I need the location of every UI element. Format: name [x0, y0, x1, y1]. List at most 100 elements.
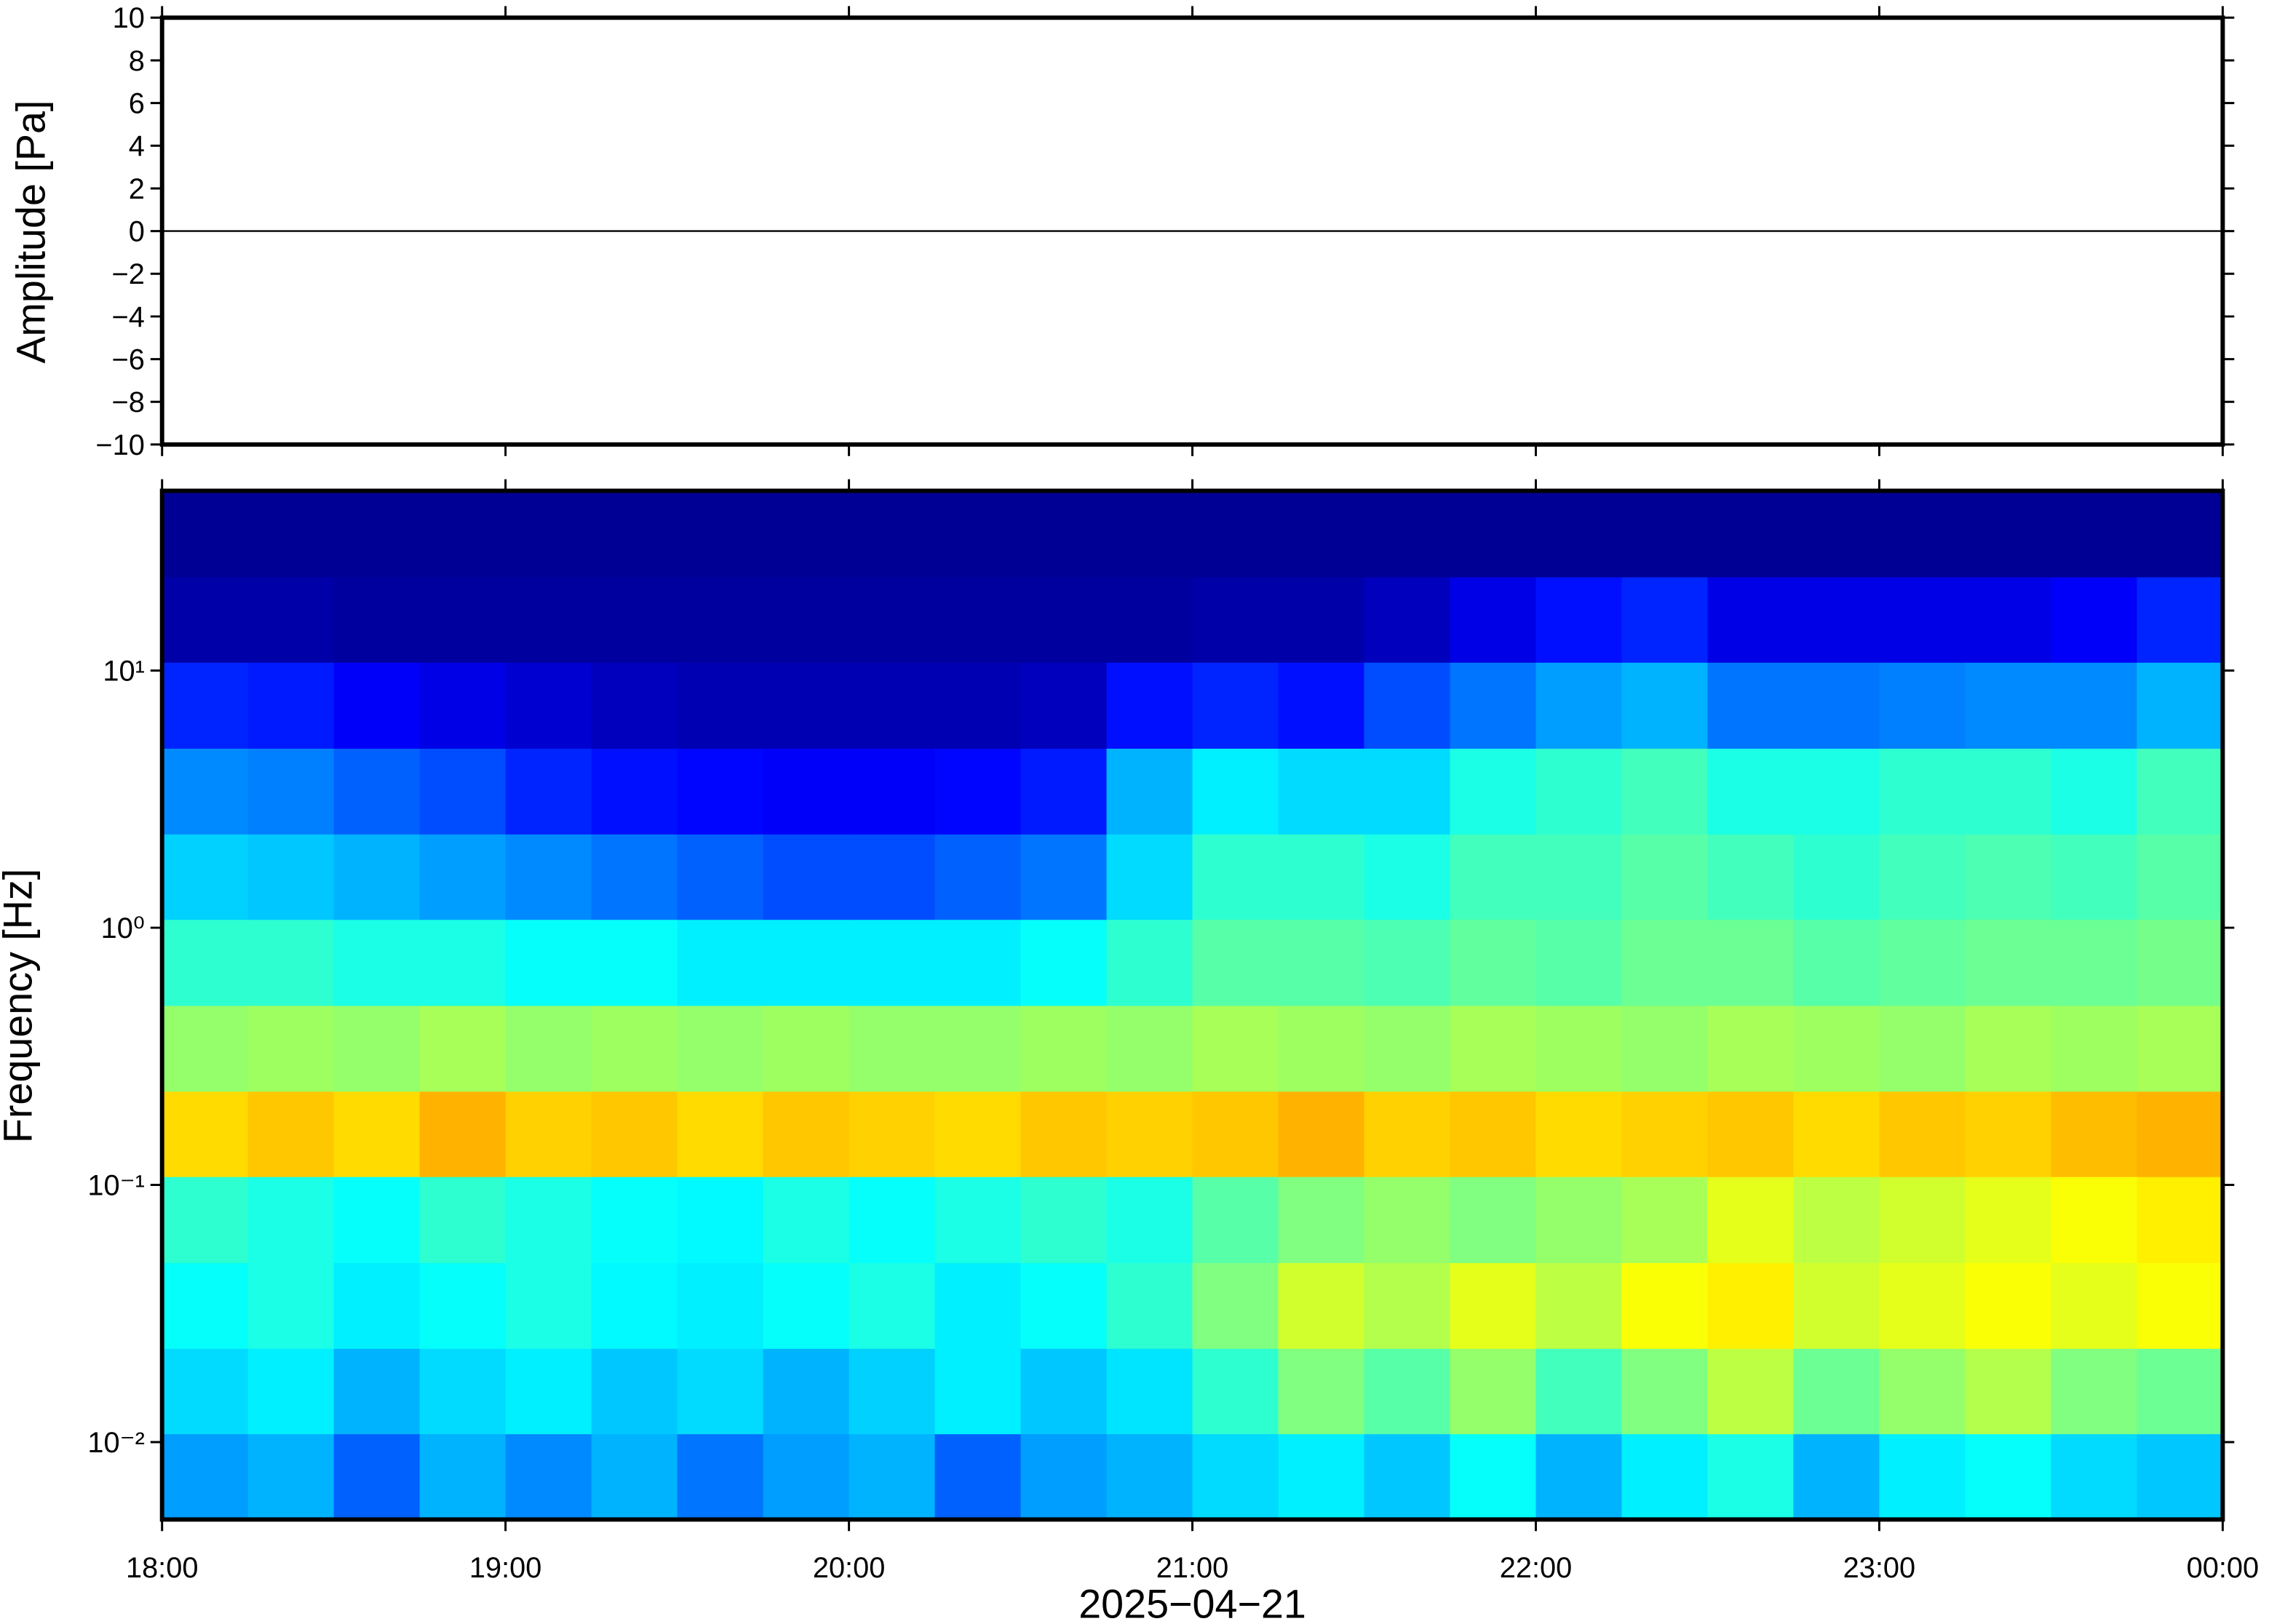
spectrogram-cell	[2051, 1348, 2138, 1435]
y-tick-label: 0	[129, 216, 145, 248]
spectrogram-cell	[162, 1176, 249, 1263]
y-tick-label: 8	[129, 45, 145, 77]
spectrogram-cell	[1192, 490, 1279, 578]
spectrogram-cell	[1106, 1176, 1193, 1263]
spectrogram-cell	[505, 1176, 592, 1263]
y-tick-label: 4	[129, 130, 145, 162]
spectrogram-cell	[2051, 1091, 2138, 1177]
spectrogram-cell	[1020, 833, 1108, 920]
spectrogram-cell	[505, 1091, 592, 1177]
spectrogram-cell	[1965, 1091, 2052, 1177]
spectrogram-cell	[2137, 833, 2224, 920]
spectrogram-cell	[333, 833, 421, 920]
spectrogram-cell	[1450, 1176, 1537, 1263]
spectrogram-cell	[763, 833, 850, 920]
y-tick-label: 10⁻¹	[87, 1169, 144, 1201]
spectrogram-cell	[333, 1348, 421, 1435]
spectrogram-cell	[677, 1005, 764, 1092]
spectrogram-cell	[333, 1005, 421, 1092]
spectrogram-cell	[162, 490, 249, 578]
spectrogram-cell	[1278, 661, 1365, 749]
spectrogram-cell	[1278, 1433, 1365, 1521]
y-tick-label: −6	[112, 344, 145, 376]
x-tick-label: 21:00	[1156, 1552, 1229, 1584]
spectrogram-cell	[934, 1176, 1022, 1263]
spectrogram-cell	[1020, 1091, 1108, 1177]
spectrogram-cell	[162, 748, 249, 835]
spectrogram-cell	[1879, 576, 1966, 663]
spectrogram-cell	[763, 490, 850, 578]
spectrogram-cell	[419, 576, 506, 663]
spectrogram-cell	[1793, 490, 1880, 578]
spectrogram-cell	[2137, 919, 2224, 1006]
spectrogram-cell	[1879, 1091, 1966, 1177]
spectrogram-cell	[934, 1005, 1022, 1092]
y-tick-label: 6	[129, 88, 145, 120]
spectrogram-cell	[247, 1005, 335, 1092]
spectrogram-cell	[1192, 1348, 1279, 1435]
spectrogram-cell	[1450, 1005, 1537, 1092]
spectrogram-cell	[849, 661, 936, 749]
spectrogram-cell	[1621, 748, 1709, 835]
spectrogram-cell	[677, 1348, 764, 1435]
spectrogram-cell	[1535, 1005, 1623, 1092]
spectrogram-cell	[849, 1176, 936, 1263]
spectrogram-cell	[1793, 748, 1880, 835]
x-axis-label: 2025−04−21	[1078, 1582, 1306, 1624]
spectrogram-cell	[1192, 833, 1279, 920]
spectrogram-cell	[849, 490, 936, 578]
spectrogram-cell	[934, 1348, 1022, 1435]
spectrogram-cell	[849, 1348, 936, 1435]
spectrogram-cell	[1192, 1176, 1279, 1263]
spectrogram-cell	[1278, 1176, 1365, 1263]
spectrogram-cell	[419, 661, 506, 749]
spectrogram-cell	[763, 1091, 850, 1177]
y-axis-label: Amplitude [Pa]	[9, 100, 54, 364]
spectrogram-cell	[1106, 1091, 1193, 1177]
spectrogram-cell	[1106, 490, 1193, 578]
spectrogram-cell	[505, 833, 592, 920]
spectrogram-cell	[677, 748, 764, 835]
spectrogram-cell	[162, 661, 249, 749]
spectrogram-cell	[1020, 1348, 1108, 1435]
spectrogram-cell	[1106, 919, 1193, 1006]
spectrogram-cell	[849, 919, 936, 1006]
x-tick-label: 00:00	[2187, 1552, 2260, 1584]
spectrogram-cell	[2051, 661, 2138, 749]
spectrogram-cell	[1450, 919, 1537, 1006]
spectrogram-cell	[1364, 1176, 1451, 1263]
spectrogram-cell	[763, 661, 850, 749]
spectrogram-cell	[1879, 1348, 1966, 1435]
spectrogram-cell	[2137, 1433, 2224, 1521]
spectrogram-cell	[1278, 576, 1365, 663]
spectrogram-cell	[419, 1176, 506, 1263]
spectrogram-cell	[419, 919, 506, 1006]
spectrogram-cell	[2137, 661, 2224, 749]
spectrogram-cell	[2137, 1348, 2224, 1435]
spectrogram-cell	[2051, 748, 2138, 835]
spectrogram-cell	[1535, 748, 1623, 835]
spectrogram-cell	[2051, 490, 2138, 578]
spectrogram-cell	[849, 1433, 936, 1521]
spectrogram-cell	[591, 490, 678, 578]
spectrogram-cell	[419, 1005, 506, 1092]
spectrogram-cell	[1278, 1005, 1365, 1092]
spectrogram-cell	[763, 1262, 850, 1349]
spectrogram-cell	[1106, 661, 1193, 749]
spectrogram-cell	[1879, 1262, 1966, 1349]
spectrogram-cell	[419, 1091, 506, 1177]
spectrogram-cell	[247, 748, 335, 835]
spectrogram-cell	[1020, 1005, 1108, 1092]
spectrogram-cell	[1707, 748, 1795, 835]
spectrogram-cell	[247, 833, 335, 920]
spectrogram-cell	[677, 1091, 764, 1177]
spectrogram-cell	[505, 490, 592, 578]
spectrogram-cell	[1364, 833, 1451, 920]
y-tick-label: 10⁻²	[87, 1427, 144, 1459]
spectrogram-cell	[1535, 1091, 1623, 1177]
spectrogram-cell	[1364, 1348, 1451, 1435]
spectrogram-cell	[1621, 1433, 1709, 1521]
spectrogram-cell	[1707, 1262, 1795, 1349]
spectrogram-cell	[247, 1091, 335, 1177]
spectrogram-cell	[419, 1348, 506, 1435]
